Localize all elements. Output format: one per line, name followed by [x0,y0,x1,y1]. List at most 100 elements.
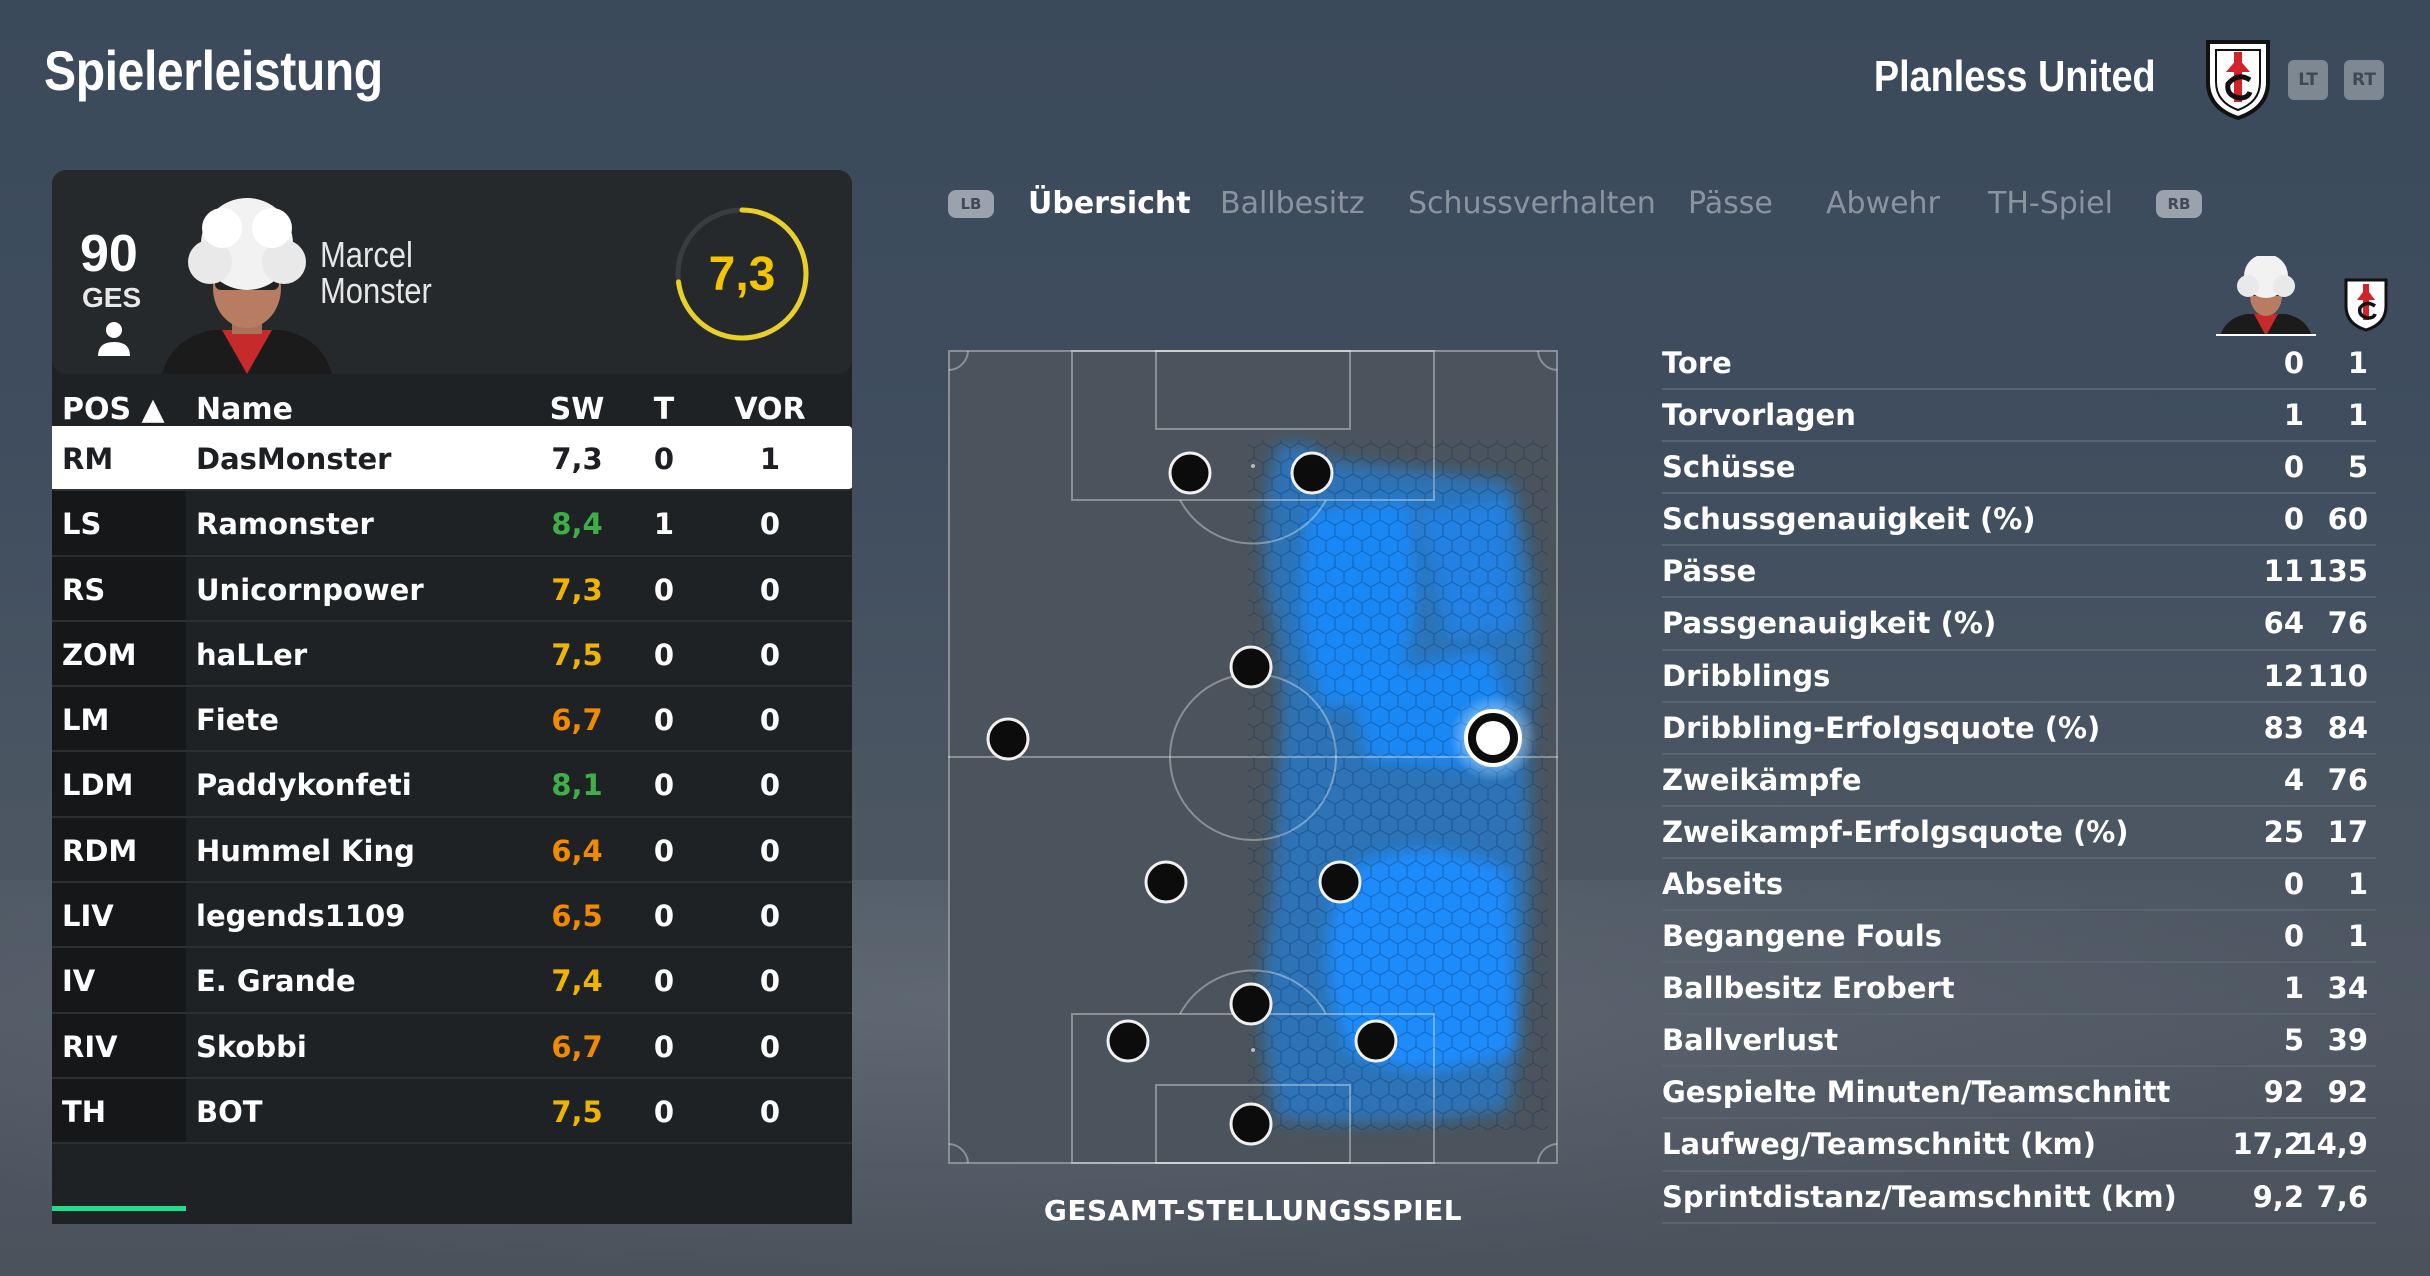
table-row[interactable]: LDM Paddykonfeti 8,1 0 0 [52,752,852,818]
row-player-name: BOT [196,1094,263,1129]
row-player-name: Skobbi [196,1029,307,1064]
stat-player-value: 0 [2283,450,2304,485]
pos-cell-bg [52,491,186,555]
row-goals: 0 [653,899,675,934]
table-row[interactable]: LS Ramonster 8,4 1 0 [52,491,852,557]
table-row[interactable]: LM Fiete 6,7 0 0 [52,687,852,753]
lb-bumper-button[interactable]: LB [948,190,994,218]
heatmap-label: GESAMT-STELLUNGSSPIEL [1043,1194,1463,1227]
row-player-name: Unicornpower [196,572,424,607]
column-header-pos[interactable]: POS ▲ [62,392,165,427]
page-title: Spielerleistung [44,39,383,102]
stat-player-value: 12 [2263,658,2304,693]
tab-schussverhalten[interactable]: Schussverhalten [1408,186,1656,221]
tab-uebersicht[interactable]: Übersicht [1028,186,1191,221]
pos-cell-bg [52,948,186,1012]
player-card: 90 GES Marcel Monster 7,3 [52,170,852,374]
stat-row: Torvorlagen 1 1 [1662,390,2376,443]
stat-label: Dribblings [1662,658,1831,693]
row-assists: 0 [759,637,781,672]
stat-team-value: 76 [2327,606,2368,641]
row-match-rating: 7,3 [551,442,603,476]
player-marker[interactable] [1106,1019,1150,1063]
rb-bumper-button[interactable]: RB [2156,190,2202,218]
stat-row: Begangene Fouls 0 1 [1662,911,2376,964]
tab-th-spiel[interactable]: TH-Spiel [1988,186,2113,221]
row-match-rating: 6,7 [551,1029,603,1064]
tab-paesse[interactable]: Pässe [1688,186,1773,221]
penalty-spot [1251,464,1255,468]
table-row[interactable]: RIV Skobbi 6,7 0 0 [52,1013,852,1079]
tab-ballbesitz[interactable]: Ballbesitz [1220,186,1365,221]
lt-trigger-button[interactable]: LT [2288,60,2328,100]
row-player-name: Ramonster [196,507,374,542]
row-match-rating: 6,4 [551,833,603,868]
row-assists: 0 [759,833,781,868]
row-match-rating: 7,5 [551,637,603,672]
table-row[interactable]: RM DasMonster 7,3 0 1 [52,426,852,492]
row-position: LDM [62,768,134,803]
stat-label: Torvorlagen [1662,398,1856,433]
table-row[interactable]: RDM Hummel King 6,4 0 0 [52,817,852,884]
stat-team-value: 5 [2347,450,2368,485]
stat-team-value: 135 [2307,554,2368,589]
player-marker[interactable] [1168,451,1212,495]
stat-team-value: 84 [2327,710,2368,745]
player-marker[interactable] [986,717,1030,761]
pos-cell-bg [52,687,186,751]
row-position: RDM [62,833,138,868]
row-position: LIV [62,899,114,934]
row-position: RIV [62,1029,118,1064]
column-header-sw[interactable]: SW [549,392,605,427]
row-player-name: haLLer [196,637,308,672]
player-marker[interactable] [1229,1102,1273,1146]
positioning-heatmap [948,350,1558,1164]
table-row[interactable]: RS Unicornpower 7,3 0 0 [52,556,852,622]
table-row[interactable]: TH BOT 7,5 0 0 [52,1078,852,1145]
player-marker[interactable] [1229,982,1273,1026]
selected-player-center [1476,721,1510,755]
row-player-name: Paddykonfeti [196,768,412,803]
row-player-name: E. Grande [196,964,356,999]
table-row[interactable]: LIV legends1109 6,5 0 0 [52,883,852,949]
row-assists: 0 [759,507,781,542]
stat-team-value: 1 [2347,866,2368,901]
stat-player-value: 0 [2283,919,2304,954]
row-goals: 0 [653,833,675,868]
player-marker[interactable] [1290,451,1334,495]
stat-label: Sprintdistanz/Teamschnitt (km) [1662,1179,2177,1214]
table-header: POS ▲ Name SW T VOR [52,380,852,438]
column-header-t[interactable]: T [653,392,675,427]
stat-player-value: 4 [2283,762,2304,797]
player-marker[interactable] [1354,1019,1398,1063]
row-assists: 1 [759,442,781,476]
stat-row: Laufweg/Teamschnitt (km) 17,2 14,9 [1662,1119,2376,1172]
tab-abwehr[interactable]: Abwehr [1826,186,1940,221]
stat-team-value: 1 [2347,398,2368,433]
player-marker[interactable] [1318,860,1362,904]
overall-rating: 90 [80,225,138,283]
stat-label: Begangene Fouls [1662,919,1942,954]
player-marker[interactable] [1229,645,1273,689]
pos-cell-bg [52,556,186,620]
column-header-vor[interactable]: VOR [734,392,806,427]
stat-player-value: 0 [2283,502,2304,537]
row-goals: 0 [653,572,675,607]
stat-label: Passgenauigkeit (%) [1662,606,1997,641]
stat-row: Gespielte Minuten/Teamschnitt 92 92 [1662,1067,2376,1120]
rt-trigger-button[interactable]: RT [2344,60,2384,100]
row-player-name: legends1109 [196,899,406,934]
row-match-rating: 7,5 [551,1094,603,1129]
row-goals: 0 [653,964,675,999]
column-header-name[interactable]: Name [196,392,293,427]
table-row[interactable]: ZOM haLLer 7,5 0 0 [52,621,852,688]
table-row[interactable]: IV E. Grande 7,4 0 0 [52,948,852,1014]
player-marker[interactable] [1144,860,1188,904]
row-match-rating: 8,4 [551,507,603,542]
row-goals: 0 [653,1094,675,1129]
row-goals: 0 [653,768,675,803]
stat-label: Gespielte Minuten/Teamschnitt [1662,1075,2171,1110]
stat-team-value: 76 [2327,762,2368,797]
stat-label: Laufweg/Teamschnitt (km) [1662,1127,2097,1162]
stat-team-value: 1 [2347,346,2368,380]
